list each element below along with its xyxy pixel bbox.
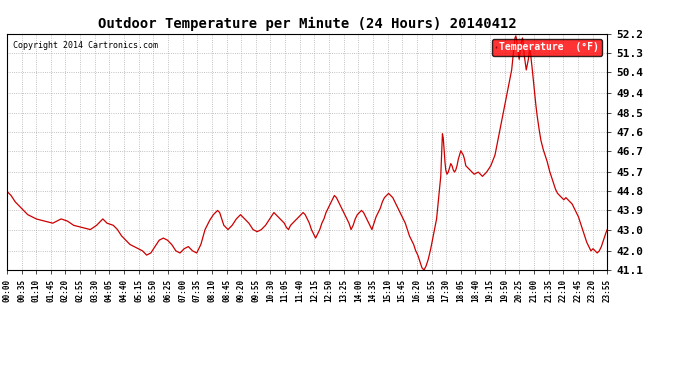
Text: Copyright 2014 Cartronics.com: Copyright 2014 Cartronics.com <box>13 41 158 50</box>
Title: Outdoor Temperature per Minute (24 Hours) 20140412: Outdoor Temperature per Minute (24 Hours… <box>98 17 516 31</box>
Legend: Temperature  (°F): Temperature (°F) <box>492 39 602 56</box>
